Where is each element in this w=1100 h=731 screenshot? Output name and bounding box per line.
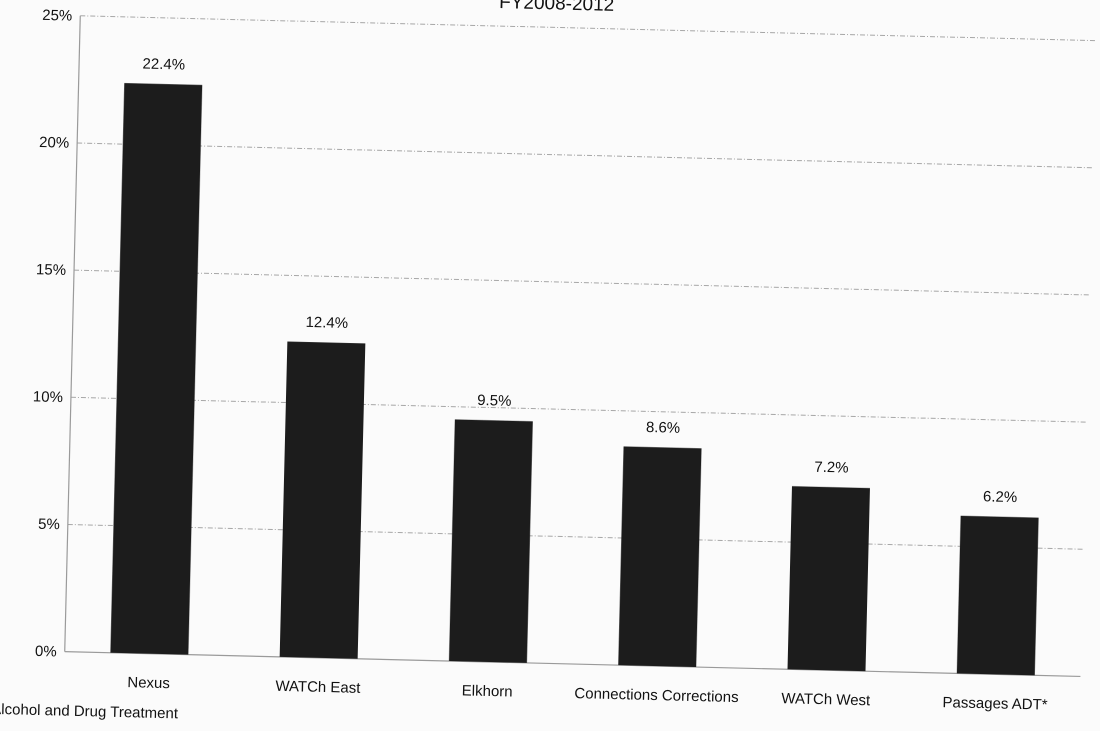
chart-title: FY2008-2012 [499, 0, 615, 16]
x-axis-category-labels: Nexus WATCh East Elkhorn Connections Correc… [127, 674, 1048, 713]
bar-value-label: 6.2% [983, 488, 1018, 506]
x-axis-category-label: WATCh East [275, 678, 361, 697]
x-axis-category-label: Connections Corrections [574, 685, 739, 706]
gridline [67, 523, 1084, 550]
gridlines [67, 15, 1096, 550]
x-axis-line [64, 651, 1081, 678]
bar [956, 515, 1039, 676]
x-axis-label: Alcohol and Drug Treatment [0, 701, 179, 723]
x-axis-category-label: Elkhorn [462, 682, 513, 700]
bar [279, 341, 366, 659]
bar-value-label: 22.4% [142, 55, 185, 73]
gridline [70, 396, 1087, 423]
x-axis-category-label: WATCh West [781, 690, 871, 709]
bar [787, 486, 870, 672]
y-axis-tick-label: 15% [36, 261, 66, 279]
x-axis-category-label: Nexus [127, 674, 170, 692]
bar-value-label: 9.5% [477, 392, 512, 410]
gridline [77, 142, 1093, 169]
y-axis-tick-label: 5% [38, 516, 60, 534]
bars [110, 83, 1039, 676]
y-axis-tick-label: 0% [35, 643, 57, 661]
bar-value-labels: 22.4% 12.4% 9.5% 8.6% 7.2% 6.2% [142, 55, 1018, 506]
gridline [74, 269, 1090, 296]
y-axis-tick-label: 20% [39, 134, 69, 152]
bar [448, 419, 533, 663]
axes [64, 15, 1081, 678]
y-axis-tick-label: 10% [33, 388, 63, 406]
bar-value-label: 12.4% [305, 314, 348, 332]
y-axis-line [64, 15, 81, 652]
gridline [80, 15, 1096, 42]
y-axis-tick-labels: 0% 5% 10% 15% 20% 25% [33, 7, 73, 661]
bar-value-label: 7.2% [814, 459, 849, 477]
bar [618, 446, 702, 668]
y-axis-tick-label: 25% [42, 7, 72, 25]
bar [110, 83, 203, 655]
bar-value-label: 8.6% [646, 419, 681, 437]
x-axis-category-label: Passages ADT* [942, 694, 1048, 714]
